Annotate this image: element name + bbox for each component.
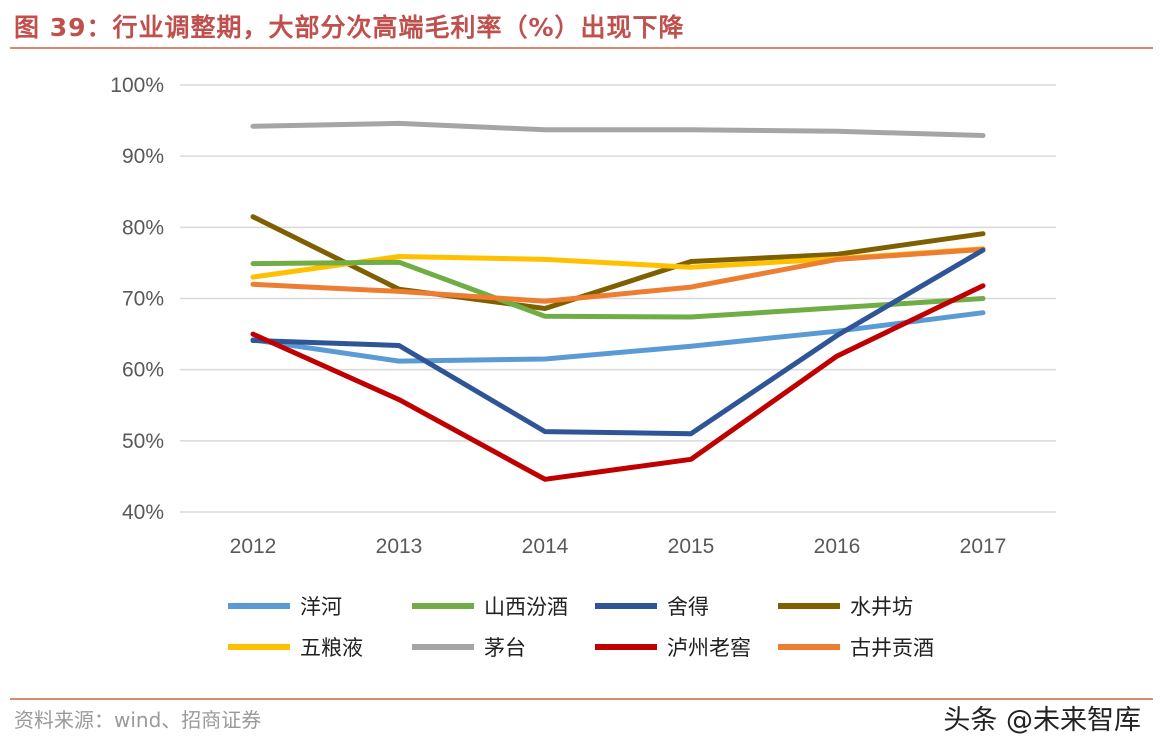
x-tick-label: 2013 bbox=[376, 535, 423, 558]
series-lines bbox=[250, 120, 986, 482]
footer-divider bbox=[10, 698, 1153, 700]
y-tick-label: 40% bbox=[122, 501, 164, 524]
watermark: 头条 @未来智库 bbox=[943, 705, 1141, 736]
gridlines bbox=[180, 84, 1056, 513]
legend-item: 五粮液 bbox=[228, 636, 363, 660]
y-tick-label: 80% bbox=[122, 216, 164, 239]
series-line-山西汾酒 bbox=[250, 259, 986, 320]
legend-item: 舍得 bbox=[595, 595, 709, 619]
legend-label: 山西汾酒 bbox=[484, 595, 568, 619]
series-line-古井贡酒 bbox=[250, 246, 986, 304]
y-tick-label: 50% bbox=[122, 430, 164, 453]
legend-item: 茅台 bbox=[412, 636, 526, 660]
x-tick-label: 2016 bbox=[814, 535, 861, 558]
legend-item: 山西汾酒 bbox=[412, 595, 568, 619]
legend-item: 古井贡酒 bbox=[778, 636, 934, 660]
series-line-水井坊 bbox=[250, 214, 986, 311]
legend-item: 洋河 bbox=[228, 595, 342, 619]
legend-label: 五粮液 bbox=[300, 636, 363, 660]
chart-title: 图 39：行业调整期，大部分次高端毛利率（%）出现下降 bbox=[14, 13, 685, 42]
legend-label: 舍得 bbox=[667, 595, 709, 619]
y-axis-ticks: 40% 50% 60% 70% 80% 90% 100% bbox=[110, 74, 164, 524]
legend-label: 泸州老窖 bbox=[667, 636, 751, 660]
series-line-洋河 bbox=[250, 310, 986, 364]
x-axis-ticks: 2012 2013 2014 2015 2016 2017 bbox=[230, 535, 1007, 558]
legend-label: 古井贡酒 bbox=[850, 636, 934, 660]
legend-label: 茅台 bbox=[484, 636, 526, 660]
legend-label: 水井坊 bbox=[850, 595, 913, 619]
x-tick-label: 2014 bbox=[522, 535, 569, 558]
legend-item: 泸州老窖 bbox=[595, 636, 751, 660]
x-tick-label: 2012 bbox=[230, 535, 277, 558]
legend-label: 洋河 bbox=[300, 595, 342, 619]
y-tick-label: 90% bbox=[122, 145, 164, 168]
legend-item: 水井坊 bbox=[778, 595, 913, 619]
source-note: 资料来源：wind、招商证券 bbox=[14, 708, 262, 732]
x-tick-label: 2015 bbox=[668, 535, 715, 558]
x-tick-label: 2017 bbox=[960, 535, 1007, 558]
y-tick-label: 70% bbox=[122, 288, 164, 311]
series-line-舍得 bbox=[250, 247, 986, 437]
y-tick-label: 100% bbox=[110, 74, 164, 97]
series-line-茅台 bbox=[250, 120, 986, 138]
y-tick-label: 60% bbox=[122, 359, 164, 382]
title-divider bbox=[10, 47, 1153, 49]
series-line-泸州老窖 bbox=[250, 283, 986, 482]
